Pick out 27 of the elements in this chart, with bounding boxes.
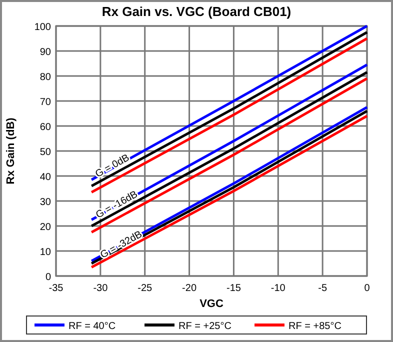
x-tick-label: 0 (364, 283, 370, 294)
y-tick-label: 50 (40, 147, 52, 158)
y-axis-title: Rx Gain (dB) (5, 117, 17, 184)
chart-title: Rx Gain vs. VGC (Board CB01) (102, 4, 292, 19)
legend-label: RF = 40°C (68, 321, 116, 332)
x-axis-title: VGC (200, 298, 224, 310)
y-tick-label: 30 (40, 197, 52, 208)
y-tick-label: 0 (45, 272, 52, 283)
legend-label: RF = +25°C (178, 321, 232, 332)
x-tick-label: -15 (226, 283, 242, 294)
y-tick-label: 70 (40, 97, 52, 108)
legend-label: RF = +85°C (288, 321, 342, 332)
x-tick-label: -25 (138, 283, 153, 294)
x-tick-label: -20 (182, 283, 197, 294)
x-tick-label: -30 (93, 283, 108, 294)
annotation: G = 0dB (94, 152, 132, 180)
x-tick-label: -35 (48, 283, 64, 294)
y-tick-label: 100 (34, 22, 52, 33)
y-tick-label: 10 (40, 247, 52, 258)
x-tick-label: -10 (270, 283, 286, 294)
y-tick-label: 60 (40, 122, 52, 133)
x-tick-label: -5 (318, 283, 328, 294)
y-tick-label: 20 (40, 222, 52, 233)
y-tick-label: 80 (40, 72, 52, 83)
y-tick-label: 40 (40, 172, 52, 183)
annotation: G = -16dB (94, 188, 140, 222)
y-tick-label: 90 (40, 47, 52, 58)
